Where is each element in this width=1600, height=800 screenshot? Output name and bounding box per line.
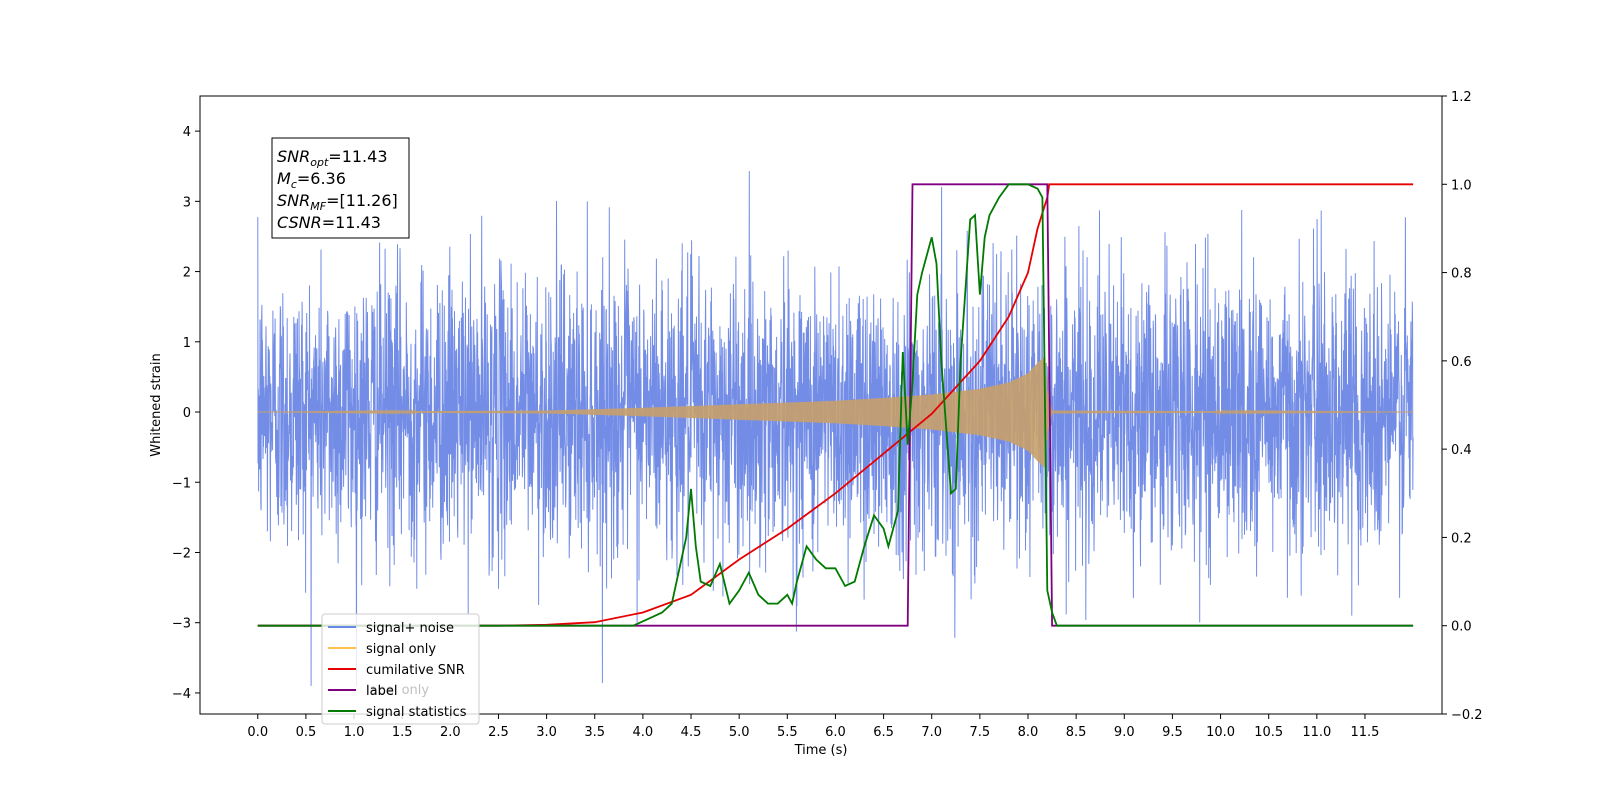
y2-tick-label: 0.0 xyxy=(1451,620,1472,635)
x-tick-label: 8.5 xyxy=(1066,725,1087,740)
series-cumulative-snr-line xyxy=(257,183,1414,627)
legend-entry-label: signal statistics xyxy=(366,705,467,720)
x-tick-label: 2.5 xyxy=(488,725,509,740)
x-tick-label: 5.0 xyxy=(729,725,750,740)
annotation-line: CSNR=11.43 xyxy=(277,213,381,232)
series-signal-only-line xyxy=(257,356,1414,469)
y-tick-label: −1 xyxy=(172,476,191,491)
y-tick-label: −4 xyxy=(172,687,191,702)
x-tick-label: 10.0 xyxy=(1206,725,1235,740)
series-signal-statistics-line xyxy=(257,183,1414,627)
y2-tick-label: 1.0 xyxy=(1451,178,1472,193)
x-tick-label: 4.0 xyxy=(633,725,654,740)
y-tick-label: 3 xyxy=(183,195,191,210)
y-tick-label: −3 xyxy=(172,617,191,632)
y2-tick-label: 0.4 xyxy=(1451,443,1472,458)
x-tick-label: 6.5 xyxy=(873,725,894,740)
x-tick-label: 10.5 xyxy=(1254,725,1283,740)
legend-entry-label: cumilative SNR xyxy=(366,663,465,678)
legend-entry-label: signal only xyxy=(366,642,436,657)
x-tick-label: 5.5 xyxy=(777,725,798,740)
x-tick-label: 3.0 xyxy=(536,725,557,740)
x-tick-label: 4.5 xyxy=(681,725,702,740)
x-tick-label: 11.5 xyxy=(1351,725,1380,740)
series-group xyxy=(257,171,1414,686)
x-tick-label: 9.5 xyxy=(1162,725,1183,740)
y2-tick-label: 0.2 xyxy=(1451,531,1472,546)
x-tick-label: 11.0 xyxy=(1302,725,1331,740)
annotation-box: SNRopt=11.43Mc=6.36SNRMF=[11.26]CSNR=11.… xyxy=(271,137,410,239)
plot-area xyxy=(257,171,1414,686)
legend-entry-label: signal+ noise xyxy=(366,621,454,636)
ticks: 0.0 0.5 1.0 1.5 2.0 2.5 3.0 3.5 4.0 4.5 5.0 5.5 6.0 6… xyxy=(172,90,1483,740)
annotation-line: SNRMF=[11.26] xyxy=(277,191,398,213)
y2-tick-label: −0.2 xyxy=(1451,708,1483,723)
y2-tick-label: 0.8 xyxy=(1451,267,1472,282)
y-tick-label: 1 xyxy=(183,336,191,351)
legend[interactable]: label only signal+ noise signal only cumila… xyxy=(321,613,480,725)
x-tick-label: 2.0 xyxy=(440,725,461,740)
y2-tick-label: 0.6 xyxy=(1451,355,1472,370)
legend-hidden-entry: label only xyxy=(366,683,429,698)
y-tick-label: 4 xyxy=(183,125,191,140)
y-tick-label: 0 xyxy=(183,406,191,421)
y-tick-label: −2 xyxy=(172,546,191,561)
annotation-line: Mc=6.36 xyxy=(277,169,346,191)
x-tick-label: 8.0 xyxy=(1018,725,1039,740)
x-axis-title: Time (s) xyxy=(794,743,848,758)
annotation-frame xyxy=(271,137,410,239)
legend-frame xyxy=(321,613,480,725)
x-tick-label: 0.5 xyxy=(296,725,317,740)
x-tick-label: 9.0 xyxy=(1114,725,1135,740)
legend-entry-label: label xyxy=(366,684,397,699)
annotation-line: SNRopt=11.43 xyxy=(277,147,388,169)
y-tick-label: 2 xyxy=(183,266,191,281)
x-tick-label: 1.5 xyxy=(392,725,413,740)
x-tick-label: 0.0 xyxy=(247,725,268,740)
x-tick-label: 7.0 xyxy=(921,725,942,740)
x-tick-label: 1.0 xyxy=(344,725,365,740)
x-tick-label: 7.5 xyxy=(970,725,991,740)
y2-tick-label: 1.2 xyxy=(1451,90,1472,105)
x-tick-label: 3.5 xyxy=(584,725,605,740)
x-tick-label: 6.0 xyxy=(825,725,846,740)
y-axis-title: Whitened strain xyxy=(149,353,164,456)
axes-frame xyxy=(199,95,1443,715)
